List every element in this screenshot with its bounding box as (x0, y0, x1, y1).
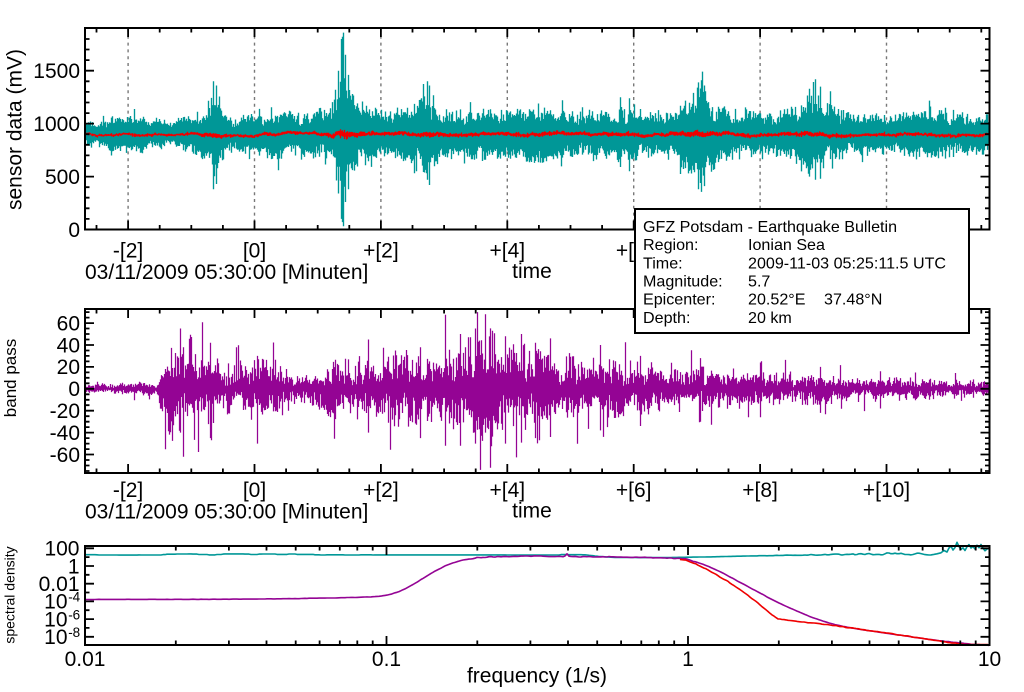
svg-text:-6: -6 (68, 607, 80, 622)
svg-text:37.48°N: 37.48°N (824, 291, 882, 309)
svg-text:-20: -20 (50, 400, 80, 423)
svg-text:Region:: Region: (643, 236, 698, 254)
svg-text:-[2]: -[2] (113, 479, 143, 502)
svg-text:0.1: 0.1 (372, 648, 401, 671)
svg-text:-8: -8 (68, 625, 80, 640)
svg-text:Epicenter:: Epicenter: (643, 291, 715, 309)
svg-text:spectral density: spectral density (2, 546, 18, 643)
svg-text:[0]: [0] (243, 479, 266, 502)
svg-text:+[10]: +[10] (863, 479, 910, 502)
svg-text:10: 10 (44, 626, 67, 649)
svg-text:-60: -60 (50, 444, 80, 467)
svg-text:band pass: band pass (1, 339, 20, 417)
svg-text:-[2]: -[2] (113, 239, 143, 262)
svg-text:03/11/2009 05:30:00 [Minuten]: 03/11/2009 05:30:00 [Minuten] (85, 501, 368, 524)
svg-text:0.01: 0.01 (39, 573, 80, 596)
svg-text:time: time (512, 500, 552, 523)
svg-text:[0]: [0] (243, 239, 266, 262)
svg-text:1500: 1500 (33, 60, 80, 83)
svg-text:Time:: Time: (643, 254, 683, 272)
svg-text:+[4]: +[4] (489, 239, 525, 262)
svg-text:Magnitude:: Magnitude: (643, 272, 723, 290)
svg-text:100: 100 (44, 538, 79, 561)
svg-text:-40: -40 (50, 422, 80, 445)
svg-text:10: 10 (44, 591, 67, 614)
svg-text:+[2]: +[2] (363, 239, 399, 262)
svg-text:time: time (512, 260, 552, 283)
svg-text:Depth:: Depth: (643, 309, 690, 327)
svg-text:60: 60 (57, 312, 80, 335)
svg-text:10: 10 (978, 648, 1001, 671)
svg-text:+[2]: +[2] (363, 479, 399, 502)
svg-text:0.01: 0.01 (65, 648, 106, 671)
svg-text:Ionian Sea: Ionian Sea (748, 236, 825, 254)
svg-text:+[8]: +[8] (742, 479, 778, 502)
svg-text:sensor data (mV): sensor data (mV) (4, 49, 27, 210)
svg-text:03/11/2009 05:30:00 [Minuten]: 03/11/2009 05:30:00 [Minuten] (85, 261, 368, 284)
svg-text:-4: -4 (68, 590, 80, 605)
svg-text:1000: 1000 (33, 113, 80, 136)
svg-text:5.7: 5.7 (748, 272, 770, 290)
svg-text:20 km: 20 km (748, 309, 792, 327)
svg-text:GFZ Potsdam - Earthquake Bulle: GFZ Potsdam - Earthquake Bulletin (643, 218, 897, 236)
svg-text:+[4]: +[4] (489, 479, 525, 502)
svg-text:+[6]: +[6] (616, 479, 652, 502)
svg-text:10: 10 (44, 608, 67, 631)
svg-text:2009-11-03 05:25:11.5 UTC: 2009-11-03 05:25:11.5 UTC (748, 254, 946, 272)
svg-text:frequency (1/s): frequency (1/s) (467, 665, 607, 688)
svg-text:0: 0 (68, 219, 80, 242)
svg-text:1: 1 (682, 648, 694, 671)
svg-text:500: 500 (45, 166, 80, 189)
svg-text:0: 0 (68, 378, 80, 401)
svg-text:20: 20 (57, 356, 80, 379)
svg-text:40: 40 (57, 334, 80, 357)
svg-text:1: 1 (68, 555, 80, 578)
svg-text:20.52°E: 20.52°E (748, 291, 806, 309)
